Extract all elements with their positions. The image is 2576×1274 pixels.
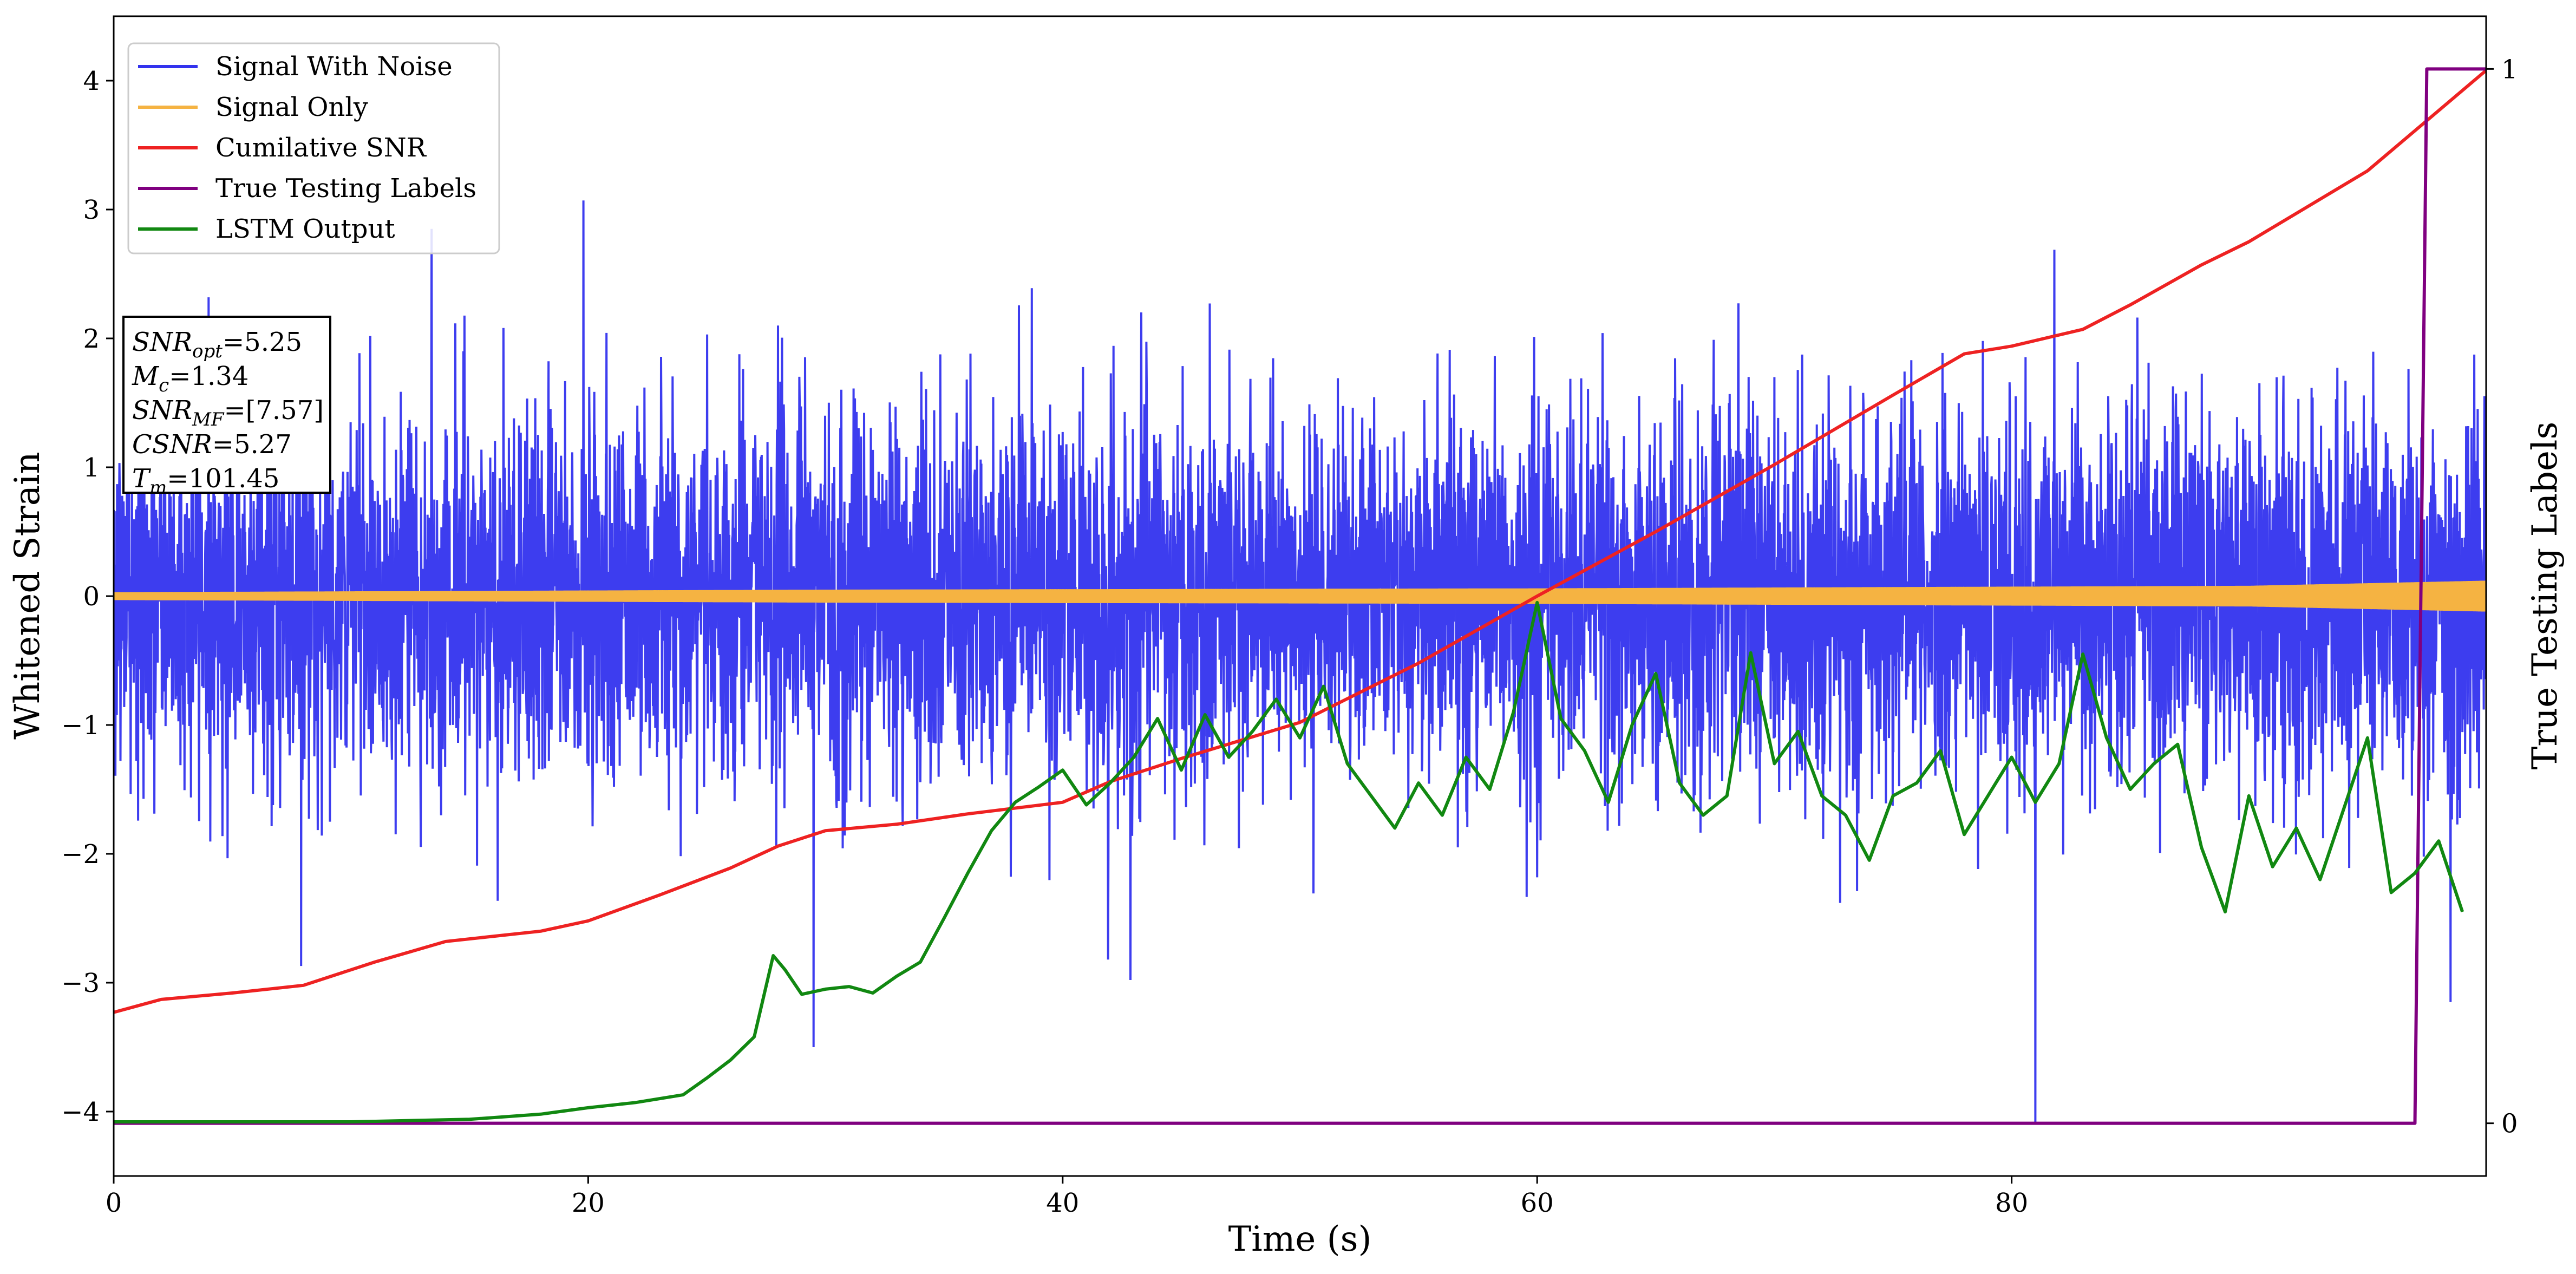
y2-tick-label: 0 [2501, 1109, 2518, 1139]
annotation-subscript: c [159, 375, 169, 396]
annotation-line: SNRopt=5.25 [132, 327, 302, 362]
annotation-line: CSNR=5.27 [132, 429, 292, 460]
y-tick-label: 3 [83, 195, 100, 225]
y-tick-label: −3 [61, 968, 100, 998]
y2-axis-label: True Testing Labels [2525, 422, 2565, 770]
annotation-frame [122, 316, 331, 494]
x-tick-label: 60 [1521, 1188, 1554, 1218]
annotation-value: =[7.57] [224, 395, 324, 426]
series-signal-only [114, 580, 2486, 612]
annotation-symbol: SNR [132, 327, 192, 357]
y-tick-label: 4 [83, 66, 100, 96]
legend-label: Signal With Noise [215, 51, 453, 82]
legend-label: True Testing Labels [215, 173, 476, 204]
annotation-subscript: opt [192, 341, 223, 362]
annotation-symbol: CSNR [132, 429, 212, 460]
annotation-line: SNRMF=[7.57] [132, 395, 324, 430]
y-tick-label: −1 [61, 710, 100, 741]
y-tick-label: −2 [61, 839, 100, 870]
y-tick-label: 0 [83, 582, 100, 612]
annotation-box: SNRopt=5.25Mc=1.34SNRMF=[7.57]CSNR=5.27T… [122, 316, 331, 499]
series-lstm-output [114, 600, 2464, 1123]
x-tick-label: 80 [1995, 1188, 2028, 1218]
y-tick-label: 1 [83, 453, 100, 483]
annotation-line: Tm=101.45 [132, 463, 279, 499]
annotation-value: =5.27 [212, 429, 292, 460]
legend: Signal With Noise Signal Only Cumilative S… [127, 42, 500, 254]
y-axis-label: Whitened Strain [8, 452, 48, 739]
x-tick-label: 20 [572, 1188, 605, 1218]
legend-label: Cumilative SNR [215, 133, 427, 163]
x-tick-label: 0 [106, 1188, 122, 1218]
series-true-testing-labels [114, 67, 2486, 1125]
y-tick-label: −4 [61, 1097, 100, 1127]
x-tick-label: 40 [1046, 1188, 1079, 1218]
annotation-value: =1.34 [169, 361, 249, 391]
annotation-subscript: m [149, 477, 167, 499]
series-signal-with-noise [114, 200, 2486, 1125]
annotation-symbol: T [132, 463, 151, 494]
annotation-line: Mc=1.34 [132, 361, 249, 396]
annotation-value: =101.45 [167, 463, 279, 494]
annotation-symbol: SNR [132, 395, 192, 426]
annotation-subscript: MF [192, 409, 225, 430]
x-axis-label: Time (s) [1228, 1219, 1372, 1259]
legend-label: LSTM Output [215, 214, 395, 244]
y-tick-label: 2 [83, 324, 100, 354]
legend-box [127, 42, 500, 254]
legend-label: Signal Only [215, 92, 368, 122]
annotation-value: =5.25 [223, 327, 302, 357]
y2-tick-label: 1 [2501, 54, 2518, 84]
annotation-symbol: M [132, 361, 160, 391]
series-layer [114, 67, 2486, 1125]
